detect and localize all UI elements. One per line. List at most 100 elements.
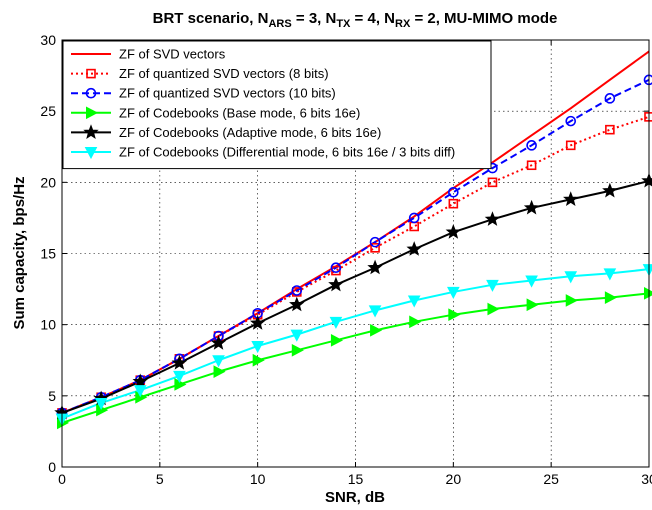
y-tick-label: 25	[40, 103, 56, 119]
y-tick-label: 15	[40, 246, 56, 262]
data-point-series-4	[563, 191, 579, 206]
x-tick-label: 20	[446, 471, 462, 487]
data-point-series-4	[328, 276, 344, 292]
legend-marker-4	[83, 124, 99, 139]
data-point-series-5	[525, 275, 538, 288]
data-point-series-4	[210, 335, 227, 350]
x-tick-label: 0	[58, 471, 66, 487]
x-tick-label: 10	[250, 471, 266, 487]
title-part: ARS	[268, 18, 291, 30]
data-point-series-5	[603, 268, 617, 281]
data-point-series-3	[330, 333, 344, 347]
series-line-2	[61, 78, 650, 414]
legend-marker-5	[84, 147, 98, 160]
series-markers	[54, 74, 652, 430]
data-point-series-3	[448, 308, 461, 322]
data-point-series-5	[212, 355, 225, 368]
data-point-series-2	[369, 236, 381, 248]
axis-ticks: 0 5 10 15 20 25 30 0 5 10 15 20 25 30	[40, 32, 652, 487]
legend-marker-2	[85, 87, 97, 99]
x-axis-label: SNR, dB	[325, 489, 385, 506]
data-point-series-2	[408, 212, 420, 224]
legend-marker-3	[86, 106, 99, 120]
data-point-series-3	[409, 315, 422, 329]
data-point-series-4	[289, 296, 305, 312]
series-line-4	[61, 179, 650, 414]
x-tick-label: 5	[156, 471, 164, 487]
data-point-series-5	[564, 271, 578, 284]
data-point-series-5	[368, 305, 382, 318]
title-part: = 2, MU-MIMO mode	[410, 10, 557, 27]
data-point-series-3	[213, 365, 226, 378]
data-point-series-4	[367, 259, 383, 275]
data-point-series-1	[487, 177, 498, 188]
title-part: BRT scenario, N	[153, 10, 269, 27]
series-line-1	[61, 115, 650, 414]
legend-label-5: ZF of Codebooks (Differential mode, 6 bi…	[119, 145, 455, 160]
data-point-series-4	[602, 182, 618, 198]
title-part: = 3, N	[292, 10, 337, 27]
data-point-series-3	[174, 378, 187, 391]
data-point-series-4	[171, 354, 188, 370]
data-point-series-3	[252, 353, 265, 367]
data-point-series-5	[447, 286, 460, 300]
data-point-series-5	[251, 341, 264, 354]
data-point-series-3	[565, 294, 578, 307]
y-tick-label: 0	[48, 459, 56, 475]
title-part: = 4, N	[350, 10, 395, 27]
x-tick-label: 15	[348, 471, 364, 487]
title-part: TX	[336, 18, 351, 30]
data-point-series-3	[526, 298, 539, 312]
data-point-series-4	[132, 373, 148, 389]
y-axis-label: Sum capacity, bps/Hz	[11, 176, 28, 329]
data-point-series-3	[604, 291, 617, 304]
data-point-series-2	[330, 262, 342, 274]
legend-label-2: ZF of quantized SVD vectors (10 bits)	[119, 86, 336, 101]
y-tick-label: 30	[40, 32, 56, 48]
data-point-series-2	[526, 140, 537, 151]
legend-label-4: ZF of Codebooks (Adaptive mode, 6 bits 1…	[119, 125, 381, 140]
legend: ZF of SVD vectors ZF of quantized SVD vec…	[62, 40, 492, 170]
data-point-series-2	[604, 93, 616, 104]
data-point-series-1	[565, 140, 576, 151]
data-point-series-5	[486, 279, 499, 292]
y-tick-label: 5	[48, 388, 56, 404]
data-point-series-2	[448, 186, 459, 198]
y-tick-label: 20	[40, 174, 56, 190]
legend-label-3: ZF of Codebooks (Base mode, 6 bits 16e)	[119, 105, 360, 120]
data-point-series-1	[370, 243, 380, 253]
legend-marker-1	[86, 68, 96, 79]
data-point-series-1	[605, 124, 615, 135]
data-point-series-1	[526, 160, 537, 171]
data-point-series-4	[445, 224, 462, 239]
x-tick-label: 25	[543, 471, 559, 487]
data-point-series-5	[407, 295, 421, 308]
legend-label-0: ZF of SVD vectors	[119, 47, 226, 62]
y-tick-label: 10	[40, 317, 56, 333]
series-line-5	[61, 268, 650, 420]
data-point-series-5	[329, 316, 343, 329]
data-point-series-3	[370, 324, 383, 337]
legend-box	[62, 40, 492, 170]
data-point-series-4	[484, 211, 501, 226]
data-point-series-4	[249, 315, 266, 330]
data-point-series-3	[487, 302, 500, 316]
data-point-series-5	[290, 329, 304, 342]
series-line-3	[61, 292, 650, 424]
data-point-series-4	[406, 241, 422, 256]
x-tick-label: 30	[641, 471, 652, 487]
data-point-series-1	[448, 198, 459, 209]
data-point-series-2	[565, 115, 577, 127]
data-point-series-3	[644, 287, 652, 300]
data-point-series-5	[173, 370, 186, 383]
data-point-series-5	[94, 397, 108, 411]
data-point-series-3	[291, 343, 304, 357]
series-lines	[61, 50, 650, 424]
data-point-series-4	[523, 199, 540, 215]
legend-label-1: ZF of quantized SVD vectors (8 bits)	[119, 66, 329, 81]
chart-title: BRT scenario, NARS = 3, NTX = 4, NRX = 2…	[153, 10, 558, 30]
data-point-series-5	[133, 385, 147, 398]
data-point-series-2	[291, 285, 303, 296]
